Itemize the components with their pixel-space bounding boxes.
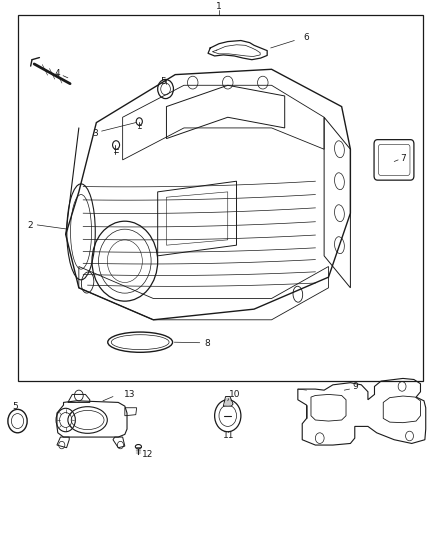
Text: 6: 6: [304, 33, 310, 42]
Text: 12: 12: [142, 450, 154, 458]
Text: 5: 5: [160, 77, 166, 85]
Text: 10: 10: [229, 390, 240, 399]
Text: 8: 8: [204, 339, 210, 348]
Bar: [18, 15, 423, 381]
Text: 4: 4: [54, 69, 60, 78]
Text: 11: 11: [223, 431, 234, 440]
Text: 9: 9: [352, 383, 358, 391]
Text: 2: 2: [27, 221, 32, 230]
Polygon shape: [224, 398, 232, 406]
Text: 5: 5: [12, 402, 18, 411]
Text: 3: 3: [92, 129, 99, 138]
Text: 1: 1: [216, 2, 222, 11]
Text: 13: 13: [124, 390, 135, 399]
Text: 7: 7: [400, 155, 406, 163]
